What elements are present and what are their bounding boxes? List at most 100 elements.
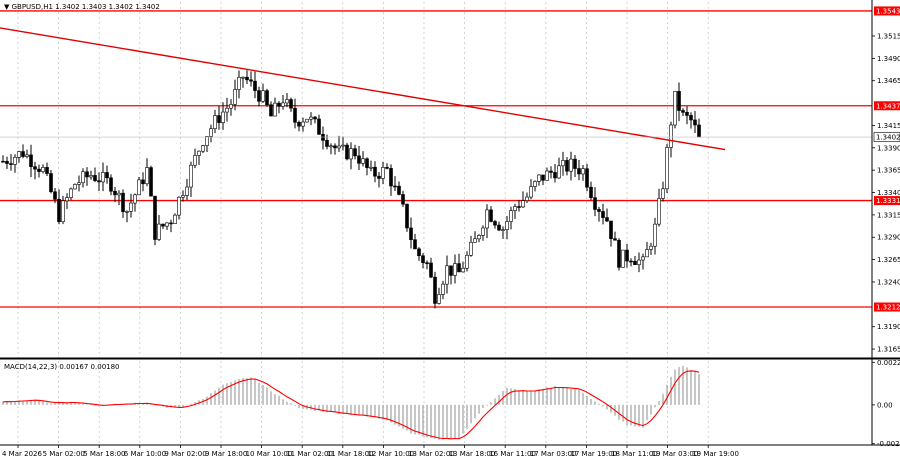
candle-body bbox=[421, 255, 425, 263]
candle-body bbox=[489, 209, 493, 222]
candle-body bbox=[425, 262, 429, 264]
candle-body bbox=[589, 186, 593, 198]
candle-body bbox=[113, 190, 117, 196]
candle-body bbox=[585, 168, 589, 188]
time-tick-label: 5 Mar 18:00 bbox=[83, 450, 125, 458]
candle-body bbox=[665, 147, 669, 190]
candle-body bbox=[249, 79, 253, 82]
candle-body bbox=[449, 265, 453, 276]
candle-body bbox=[53, 191, 57, 200]
time-tick-label: 10 Mar 10:00 bbox=[246, 450, 293, 458]
candle-body bbox=[181, 195, 185, 198]
candle-body bbox=[1, 160, 5, 163]
candle-body bbox=[677, 91, 681, 111]
candle-body bbox=[253, 80, 257, 91]
time-tick-label: 18 Mar 11:00 bbox=[611, 450, 658, 458]
candle-body bbox=[461, 267, 465, 273]
candle-body bbox=[649, 245, 653, 250]
candle-body bbox=[289, 99, 293, 109]
level-price-tag bbox=[874, 196, 900, 206]
level-price-tag bbox=[874, 6, 900, 16]
candle-body bbox=[229, 104, 233, 109]
candle-body bbox=[189, 164, 193, 188]
trendline[interactable] bbox=[0, 27, 726, 151]
candle-body bbox=[537, 174, 541, 182]
candle-body bbox=[21, 151, 25, 157]
candle-body bbox=[285, 99, 289, 104]
candle-body bbox=[157, 223, 161, 240]
candle-body bbox=[25, 154, 29, 157]
candle-body bbox=[673, 91, 677, 126]
candle-body bbox=[613, 238, 617, 241]
candle-body bbox=[137, 179, 141, 196]
candle-body bbox=[445, 265, 449, 285]
candle-body bbox=[389, 168, 393, 187]
candle-body bbox=[85, 171, 89, 178]
candle-body bbox=[369, 166, 373, 169]
candle-body bbox=[577, 168, 581, 175]
candle-body bbox=[5, 161, 9, 164]
grid bbox=[17, 2, 709, 445]
candle-body bbox=[357, 155, 361, 164]
candle-body bbox=[213, 115, 217, 129]
price-tick-label: 1.3290 bbox=[877, 234, 900, 242]
candle-body bbox=[329, 145, 333, 148]
candle-body bbox=[501, 229, 505, 232]
macd-panel bbox=[0, 358, 900, 440]
candle-body bbox=[245, 76, 249, 81]
candle-body bbox=[545, 170, 549, 181]
candle-body bbox=[409, 227, 413, 241]
candle-body bbox=[17, 151, 21, 158]
trend-line[interactable] bbox=[0, 27, 726, 151]
candle-body bbox=[89, 175, 93, 178]
candle-body bbox=[173, 214, 177, 224]
candle-body bbox=[201, 145, 205, 152]
candle-body bbox=[341, 144, 345, 147]
candle-body bbox=[561, 160, 565, 167]
candle-body bbox=[697, 124, 701, 138]
candle-body bbox=[313, 116, 317, 120]
candle-body bbox=[529, 186, 533, 198]
candle-body bbox=[333, 145, 337, 149]
candle-body bbox=[365, 158, 369, 168]
axes: 1.3515 1.3490 1.3465 1.3415 1.3390 1.3365 1.33… bbox=[0, 32, 900, 458]
candle-body bbox=[517, 206, 521, 208]
candle-body bbox=[13, 156, 17, 165]
candle-body bbox=[33, 166, 37, 170]
candle-body bbox=[609, 220, 613, 239]
candle-body bbox=[685, 112, 689, 116]
candle-body bbox=[565, 160, 569, 172]
candle-body bbox=[125, 211, 129, 213]
candle-body bbox=[385, 167, 389, 169]
candle-body bbox=[453, 263, 457, 276]
time-tick-label: 16 Mar 11:00 bbox=[489, 450, 536, 458]
candle-body bbox=[305, 118, 309, 123]
candle-body bbox=[345, 144, 349, 160]
time-tick-label: 9 Mar 18:00 bbox=[205, 450, 247, 458]
time-tick-label: 19 Mar 19:00 bbox=[692, 450, 739, 458]
candle-body bbox=[97, 180, 101, 183]
candle-body bbox=[281, 102, 285, 107]
candle-body bbox=[337, 145, 341, 149]
price-tick-label: 1.3365 bbox=[877, 167, 900, 175]
candle-body bbox=[521, 200, 525, 208]
time-tick-label: 12 Mar 10:00 bbox=[367, 450, 414, 458]
candle-body bbox=[625, 249, 629, 262]
candle-body bbox=[417, 248, 421, 257]
candle-body bbox=[597, 209, 601, 212]
candle-body bbox=[541, 174, 545, 181]
candle-body bbox=[61, 200, 65, 222]
time-tick-label: 13 Mar 02:00 bbox=[408, 450, 455, 458]
price-tick-label: 1.3490 bbox=[877, 55, 900, 63]
candle-body bbox=[161, 223, 165, 227]
candle-body bbox=[641, 256, 645, 261]
time-tick-label: 9 Mar 02:00 bbox=[164, 450, 206, 458]
level-price-tag bbox=[874, 302, 900, 312]
candle-body bbox=[197, 150, 201, 156]
candle-body bbox=[145, 167, 149, 185]
candle-body bbox=[141, 179, 145, 185]
horizontal-levels[interactable]: 1.3543 1.3437 1.3331 1.3212 bbox=[0, 6, 900, 312]
candle-body bbox=[413, 239, 417, 250]
